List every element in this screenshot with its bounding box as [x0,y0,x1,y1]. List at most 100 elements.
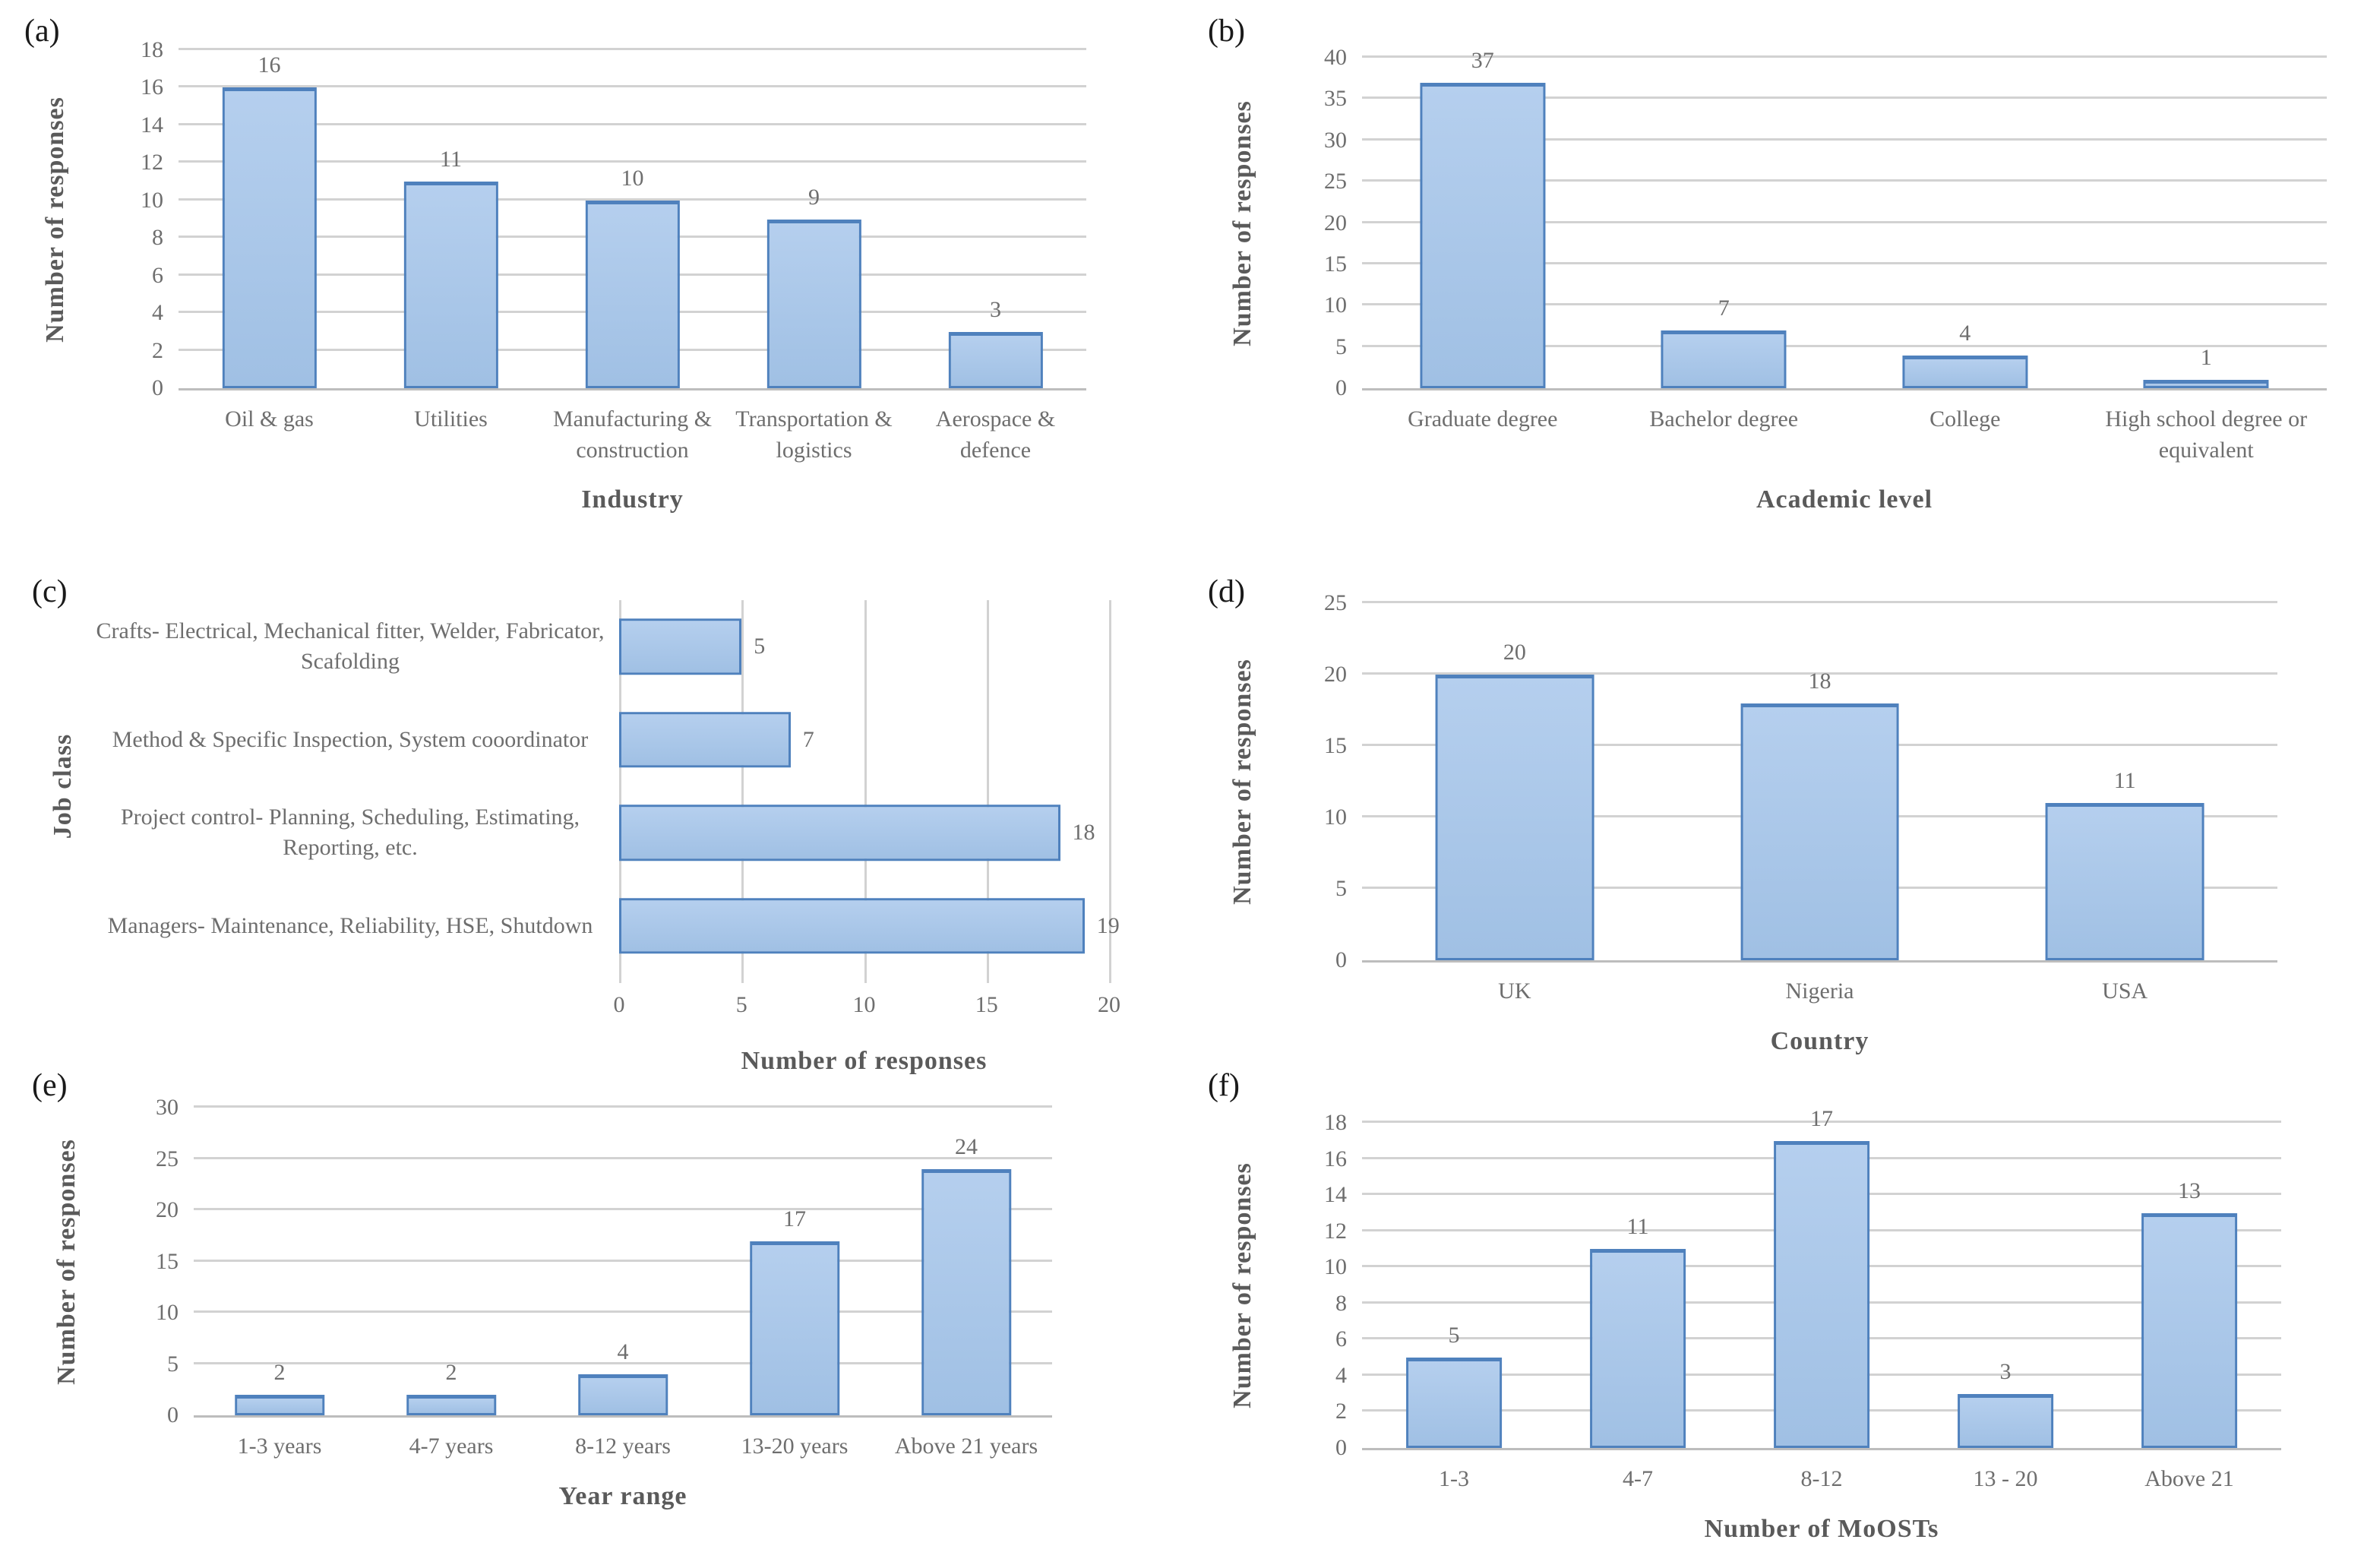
bar [578,1374,668,1415]
y-tick-label: 30 [1324,127,1347,153]
y-tick-label: 18 [141,37,163,62]
y-tick-label: 10 [141,187,163,213]
panel-label-c: (c) [32,574,68,609]
x-category-labels: Graduate degree Bachelor degree College Hig… [1362,404,2327,466]
chart-a: Number of responses 0 2 4 6 8 10 12 14 16 18 16 11… [23,11,1162,514]
y-tick-label: 0 [1335,947,1347,972]
y-tick-label: 14 [1324,1182,1347,1208]
x-category-label: 8-12 [1800,1466,1843,1491]
bar-slot: 4 [1844,58,2086,388]
bar-slot: 24 [880,1108,1052,1415]
x-tick-label: 20 [1098,992,1120,1017]
value-label: 11 [2113,768,2136,794]
gridline [179,122,1086,125]
gridline [1362,303,2327,306]
bar [1902,355,2028,388]
x-category-label: College [1929,406,2001,432]
value-label: 10 [621,165,644,191]
x-tick-label: 15 [975,992,998,1017]
bar-slot: 5 [1362,1123,1546,1448]
chart-panel-d: (d) Number of responses 0 5 10 15 20 25 20 18 1… [1206,571,2357,1092]
bar [619,618,742,675]
value-label: 24 [955,1134,978,1159]
value-label: 20 [1503,640,1526,665]
y-axis-ticks: 0 5 10 15 20 25 30 35 40 [1278,46,1362,400]
gridline [1362,1121,2281,1123]
y-axis-ticks: 0 2 4 6 8 10 12 14 16 18 [1278,1111,1362,1459]
bars-layer: 5 7 18 19 [619,600,1120,972]
chart-panel-a: (a) Number of responses 0 2 4 6 8 10 12 14 16 18 … [23,11,1162,554]
panel-label-e: (e) [32,1068,68,1103]
x-category-label: 13 - 20 [1973,1466,2038,1491]
plot-column: 2 2 4 17 24 1-3 years 4-7 years 8-12 years 13-2… [194,1105,1052,1511]
bar-row: 5 [619,600,1109,694]
bar-row: 7 [619,694,1109,787]
bar-slot: 1 [2086,58,2328,388]
y-axis-ticks: 0 5 10 15 20 25 30 [103,1096,194,1427]
y-tick-label: 8 [152,225,163,251]
value-label: 18 [1808,668,1831,694]
bar [766,219,861,388]
y-tick-label: 16 [1324,1146,1347,1171]
y-tick-label: 12 [141,150,163,175]
y-tick-label: 25 [1324,169,1347,194]
bar [619,712,791,768]
plot-area: 16 11 10 9 3 [179,48,1086,390]
bar [2045,803,2204,960]
y-tick-label: 20 [1324,210,1347,236]
y-tick-label: 30 [156,1095,179,1120]
chart-b: Number of responses 0 5 10 15 20 25 30 35 40 37 7… [1206,11,2357,514]
x-category-label: 1-3 years [237,1434,322,1459]
y-tick-label: 6 [152,262,163,288]
bar-slot: 13 [2097,1123,2281,1448]
plot-column: 20 18 11 UK Nigeria USA Country [1362,601,2277,1056]
gridline [986,600,989,983]
x-axis-title: Number of responses [741,1047,988,1075]
bar [235,1395,324,1415]
y-tick-label: 25 [156,1146,179,1171]
y-axis-title-area: Number of responses [1206,1123,1278,1448]
gridline [1362,672,2277,675]
chart-e: Number of responses 0 5 10 15 20 25 30 2 2 4 17 24… [30,1065,1155,1511]
x-axis-title: Number of MoOSTs [1704,1514,1939,1543]
y-axis-title: Number of responses [1228,659,1256,905]
value-label: 4 [1959,320,1971,346]
category-label: Method & Specific Inspection, System coo… [112,726,589,752]
bar-slot: 17 [709,1108,880,1415]
y-tick-label: 2 [1335,1399,1347,1424]
y-tick-label: 0 [1335,375,1347,400]
x-axis-ticks: 0 5 10 15 20 [614,992,1121,1027]
bar [1661,330,1787,388]
bar-slot: 11 [1546,1123,1730,1448]
bars-layer: 16 11 10 9 3 [179,50,1086,388]
bar [1406,1358,1502,1448]
value-label: 7 [802,726,814,752]
gridline [1362,138,2327,141]
bar-slot: 16 [179,50,360,388]
gridline [1362,220,2327,223]
chart-f: Number of responses 0 2 4 6 8 10 12 14 16 18 5 11 1… [1206,1065,2361,1544]
x-category-label: UK [1498,978,1531,1004]
value-label: 18 [1072,820,1095,846]
y-tick-label: 20 [1324,662,1347,687]
bars-layer: 5 11 17 3 13 [1362,1107,2281,1448]
gridline [194,1259,1052,1262]
y-tick-label: 12 [1324,1218,1347,1244]
x-category-label: Nigeria [1785,978,1854,1004]
y-axis-ticks: 0 5 10 15 20 25 [1278,592,1362,972]
x-tick-label: 10 [852,992,876,1017]
x-axis-title: Country [1770,1026,1869,1055]
x-category-label: Bachelor degree [1649,406,1799,432]
bars-layer: 20 18 11 [1362,603,2277,960]
y-axis-title: Job class [48,733,77,839]
y-tick-label: 5 [1335,334,1347,359]
x-category-labels: Oil & gas Utilities Manufacturing & constr… [179,404,1086,466]
gridline [194,1208,1052,1211]
gridline [179,48,1086,50]
plot-column: 37 7 4 1 Graduate degree Bachelor degree Coll… [1362,49,2328,514]
bars-layer: 2 2 4 17 24 [194,1108,1052,1415]
gridline [1109,600,1111,983]
bar [406,1395,496,1415]
y-tick-label: 5 [1335,876,1347,901]
bar-slot: 37 [1362,49,1604,388]
